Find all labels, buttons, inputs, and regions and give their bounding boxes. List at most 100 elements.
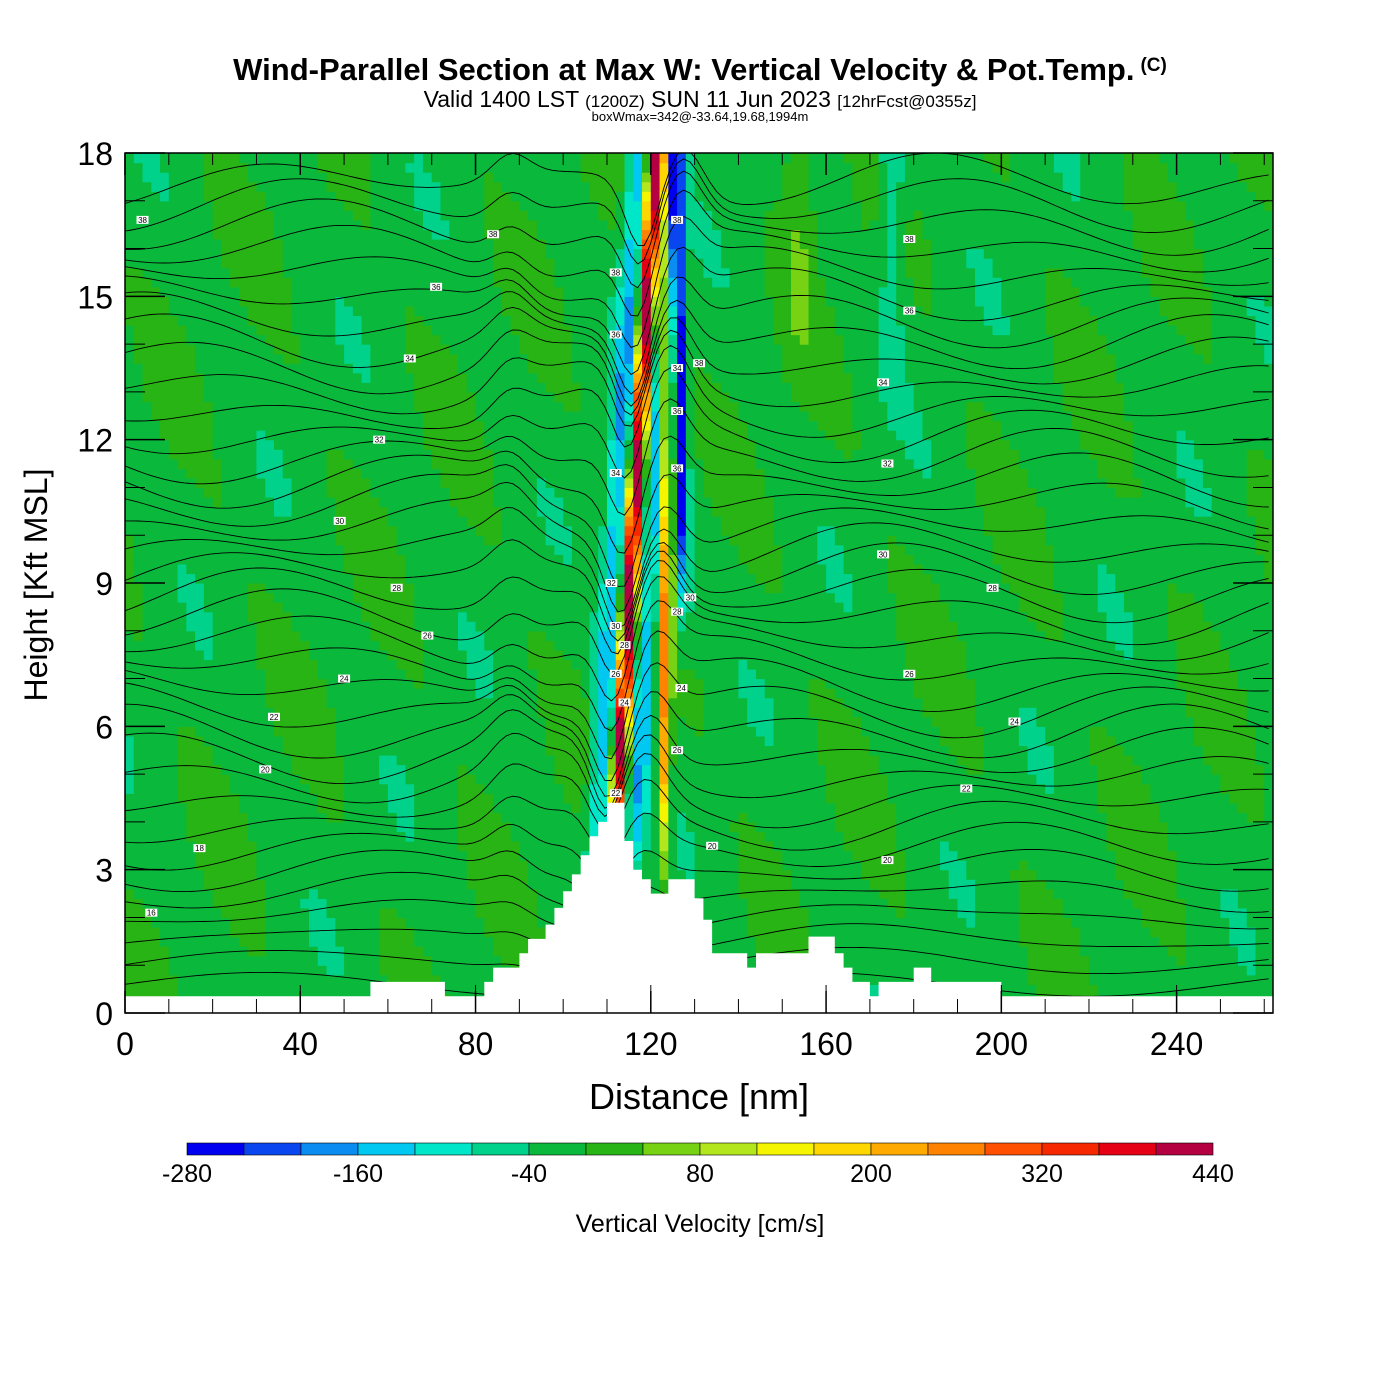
velocity-cell [580, 640, 591, 651]
velocity-cell [317, 449, 328, 460]
velocity-cell [300, 583, 310, 594]
velocity-cell [212, 372, 222, 383]
velocity-cell [160, 439, 170, 450]
velocity-cell [493, 640, 503, 651]
velocity-cell [160, 774, 170, 785]
velocity-cell [238, 401, 249, 412]
velocity-cell [160, 669, 170, 680]
velocity-cell [510, 611, 520, 622]
velocity-cell [203, 630, 214, 641]
velocity-cell [501, 344, 512, 355]
velocity-cell [536, 363, 547, 374]
velocity-cell [510, 841, 520, 852]
velocity-cell [195, 372, 205, 383]
velocity-cell [466, 430, 477, 441]
velocity-cell [195, 745, 205, 756]
velocity-cell [300, 153, 310, 154]
velocity-cell [133, 449, 144, 460]
velocity-cell [528, 344, 538, 355]
velocity-cell [335, 449, 345, 460]
velocity-cell [247, 783, 258, 794]
velocity-cell [580, 755, 591, 766]
velocity-cell [335, 611, 345, 622]
velocity-cell [563, 286, 573, 297]
velocity-cell [563, 219, 573, 231]
velocity-cell [344, 286, 354, 297]
velocity-cell [151, 401, 161, 412]
velocity-cell [247, 458, 258, 469]
velocity-cell [256, 583, 266, 594]
velocity-cell [309, 774, 319, 785]
velocity-cell [168, 783, 179, 794]
velocity-cell [273, 783, 284, 794]
velocity-cell [536, 487, 547, 498]
velocity-cell [230, 296, 240, 307]
velocity-cell [370, 458, 380, 469]
velocity-cell [528, 802, 538, 813]
velocity-cell [501, 592, 512, 603]
velocity-cell [563, 812, 573, 823]
velocity-cell [449, 162, 459, 173]
velocity-cell [326, 497, 336, 508]
velocity-cell [282, 248, 293, 259]
velocity-cell [212, 927, 222, 938]
velocity-cell [510, 831, 520, 842]
velocity-cell [440, 219, 450, 231]
velocity-cell [247, 774, 258, 785]
velocity-cell [344, 200, 354, 211]
velocity-cell [431, 879, 442, 890]
velocity-cell [221, 716, 231, 727]
velocity-cell [282, 735, 293, 747]
velocity-cell [256, 927, 266, 938]
velocity-cell [186, 965, 196, 976]
velocity-cell [475, 172, 485, 183]
velocity-cell [151, 774, 161, 785]
velocity-cell [142, 602, 152, 613]
velocity-cell [352, 506, 363, 517]
velocity-cell [309, 764, 319, 775]
velocity-cell [458, 535, 468, 546]
velocity-cell [475, 229, 485, 240]
velocity-cell [484, 678, 494, 689]
velocity-cell [440, 296, 450, 307]
velocity-cell [571, 315, 582, 326]
velocity-cell [168, 544, 179, 555]
velocity-cell [300, 716, 310, 727]
velocity-cell [195, 955, 205, 966]
velocity-cell [177, 506, 187, 517]
velocity-cell [396, 153, 407, 164]
velocity-cell [317, 229, 328, 240]
velocity-cell [352, 659, 363, 670]
velocity-cell [431, 334, 442, 345]
velocity-cell [396, 497, 407, 508]
velocity-cell [256, 382, 266, 393]
velocity-cell [142, 372, 152, 383]
velocity-cell [352, 153, 363, 154]
velocity-cell [361, 210, 371, 221]
velocity-cell [317, 678, 328, 689]
velocity-cell [458, 458, 468, 469]
velocity-cell [238, 277, 249, 288]
velocity-cell [230, 172, 240, 183]
velocity-cell [344, 974, 354, 985]
velocity-cell [449, 678, 459, 689]
velocity-cell [475, 697, 485, 708]
velocity-cell [554, 372, 564, 383]
velocity-cell [458, 735, 468, 747]
velocity-cell [160, 191, 170, 202]
velocity-cell [151, 659, 161, 670]
velocity-cell [493, 802, 503, 813]
velocity-cell [405, 325, 415, 336]
velocity-cell [580, 286, 591, 297]
velocity-cell [536, 812, 547, 823]
velocity-cell [405, 391, 415, 403]
velocity-cell [212, 678, 222, 689]
velocity-cell [458, 487, 468, 498]
velocity-cell [186, 592, 196, 603]
velocity-cell [440, 506, 450, 517]
velocity-cell [422, 888, 433, 899]
velocity-cell [528, 181, 538, 192]
velocity-cell [493, 936, 503, 947]
velocity-cell [493, 468, 503, 479]
velocity-cell [396, 774, 407, 785]
